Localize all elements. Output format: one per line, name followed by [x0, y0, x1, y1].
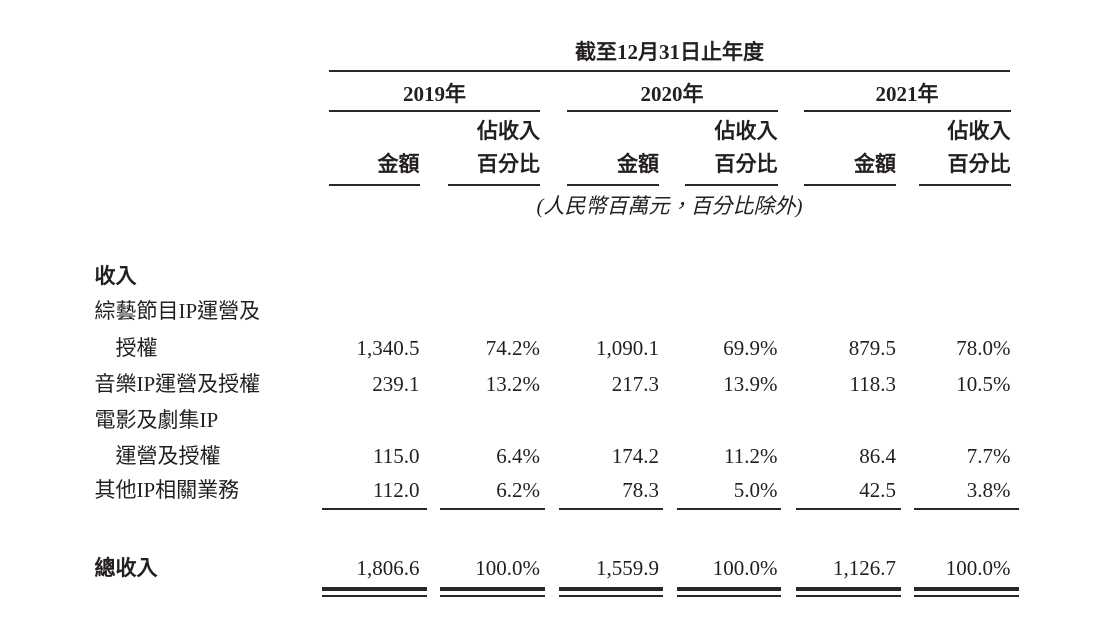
row-label: 總收入: [94, 555, 158, 580]
amount-header-2021: 金額: [854, 151, 896, 176]
units-note: (人民幣百萬元，百分比除外): [536, 193, 803, 218]
cell-2021-pct: 7.7%: [966, 443, 1011, 468]
cell-2019-pct: 100.0%: [475, 555, 540, 580]
table-row-other-ip: 其他IP相關業務 112.0 6.2% 78.3 5.0% 42.5 3.8%: [0, 471, 1114, 509]
row-label: 運營及授權: [115, 443, 221, 468]
total-double-rule: [914, 586, 1019, 597]
cell-2021-pct: 78.0%: [956, 335, 1011, 360]
pct-header-2020: 佔收入 百分比: [648, 115, 778, 181]
total-double-rule: [559, 586, 663, 597]
year-rule-2020: [566, 110, 778, 112]
column-header-rule: [685, 184, 778, 186]
year-header-2020: 2020年: [640, 81, 704, 106]
cell-2019-amount: 1,806.6: [356, 555, 420, 580]
year-header-2021: 2021年: [875, 81, 939, 106]
cell-2020-pct: 13.9%: [723, 371, 778, 396]
subtotal-rule: [677, 508, 781, 510]
table-row-revenue-section: 收入: [0, 257, 1114, 295]
cell-2021-pct: 3.8%: [966, 478, 1011, 503]
total-double-rule: [677, 586, 781, 597]
year-header-2019: 2019年: [403, 81, 466, 106]
row-label: 其他IP相關業務: [94, 478, 240, 503]
table-row-film-ip-line2: 運營及授權 115.0 6.4% 174.2 11.2% 86.4 7.7%: [0, 437, 1114, 475]
subtotal-rule: [440, 508, 545, 510]
table-row-music-ip: 音樂IP運營及授權 239.1 13.2% 217.3 13.9% 118.3 …: [0, 365, 1114, 403]
cell-2020-pct: 11.2%: [724, 443, 778, 468]
column-header-rule: [566, 184, 659, 186]
table-row-variety-ip-line2: 授權 1,340.5 74.2% 1,090.1 69.9% 879.5 78.…: [0, 329, 1114, 367]
year-rule-2021: [803, 110, 1011, 112]
cell-2020-amount: 174.2: [611, 443, 659, 468]
table-row-variety-ip-line1: 綜藝節目IP運營及: [0, 292, 1114, 330]
cell-2019-amount: 239.1: [372, 371, 420, 396]
table-title: 截至12月31日止年度: [575, 40, 764, 64]
cell-2019-pct: 74.2%: [485, 335, 540, 360]
cell-2019-amount: 112.0: [373, 478, 420, 503]
cell-2021-amount: 1,126.7: [833, 555, 896, 580]
amount-header-2020: 金額: [617, 151, 659, 176]
table-title-rule: [329, 69, 1010, 72]
row-label: 電影及劇集IP: [94, 407, 219, 432]
amount-header-2019: 金額: [377, 151, 420, 176]
total-double-rule: [322, 586, 427, 597]
cell-2019-pct: 6.4%: [496, 443, 540, 468]
cell-2020-pct: 100.0%: [712, 555, 778, 580]
subtotal-rule: [559, 508, 663, 510]
subtotal-rule: [796, 508, 901, 510]
cell-2019-pct: 6.2%: [496, 478, 540, 503]
row-label: 收入: [94, 263, 137, 288]
column-header-rule: [447, 184, 540, 186]
cell-2020-amount: 1,090.1: [596, 335, 659, 360]
cell-2020-amount: 1,559.9: [596, 555, 659, 580]
table-row-film-ip-line1: 電影及劇集IP: [0, 401, 1114, 439]
pct-header-line1: 佔收入: [947, 118, 1011, 143]
cell-2020-pct: 5.0%: [733, 478, 778, 503]
pct-header-line2: 百分比: [477, 151, 540, 176]
pct-header-line2: 百分比: [714, 151, 778, 176]
row-label: 音樂IP運營及授權: [94, 371, 261, 396]
subtotal-rule: [322, 508, 427, 510]
column-header-rule: [329, 184, 420, 186]
subtotal-rule: [914, 508, 1019, 510]
pct-header-line1: 佔收入: [477, 118, 540, 143]
cell-2020-amount: 217.3: [611, 371, 659, 396]
cell-2019-amount: 115.0: [373, 443, 420, 468]
pct-header-line2: 百分比: [947, 151, 1011, 176]
cell-2021-amount: 879.5: [848, 335, 896, 360]
column-header-rule: [918, 184, 1011, 186]
row-label: 授權: [115, 335, 158, 360]
year-rule-2019: [329, 110, 540, 112]
column-header-rule: [803, 184, 896, 186]
table-row-total-revenue: 總收入 1,806.6 100.0% 1,559.9 100.0% 1,126.…: [0, 549, 1114, 587]
cell-2021-amount: 42.5: [859, 478, 896, 503]
pct-header-2019: 佔收入 百分比: [410, 115, 540, 181]
cell-2021-pct: 10.5%: [956, 371, 1011, 396]
pct-header-line1: 佔收入: [714, 118, 778, 143]
pct-header-2021: 佔收入 百分比: [881, 115, 1011, 181]
cell-2021-amount: 86.4: [859, 443, 896, 468]
total-double-rule: [440, 586, 545, 597]
cell-2020-pct: 69.9%: [723, 335, 778, 360]
cell-2019-pct: 13.2%: [485, 371, 540, 396]
cell-2021-amount: 118.3: [849, 371, 896, 396]
cell-2019-amount: 1,340.5: [356, 335, 420, 360]
total-double-rule: [796, 586, 901, 597]
cell-2021-pct: 100.0%: [945, 555, 1011, 580]
cell-2020-amount: 78.3: [622, 478, 659, 503]
row-label: 綜藝節目IP運營及: [94, 299, 261, 323]
